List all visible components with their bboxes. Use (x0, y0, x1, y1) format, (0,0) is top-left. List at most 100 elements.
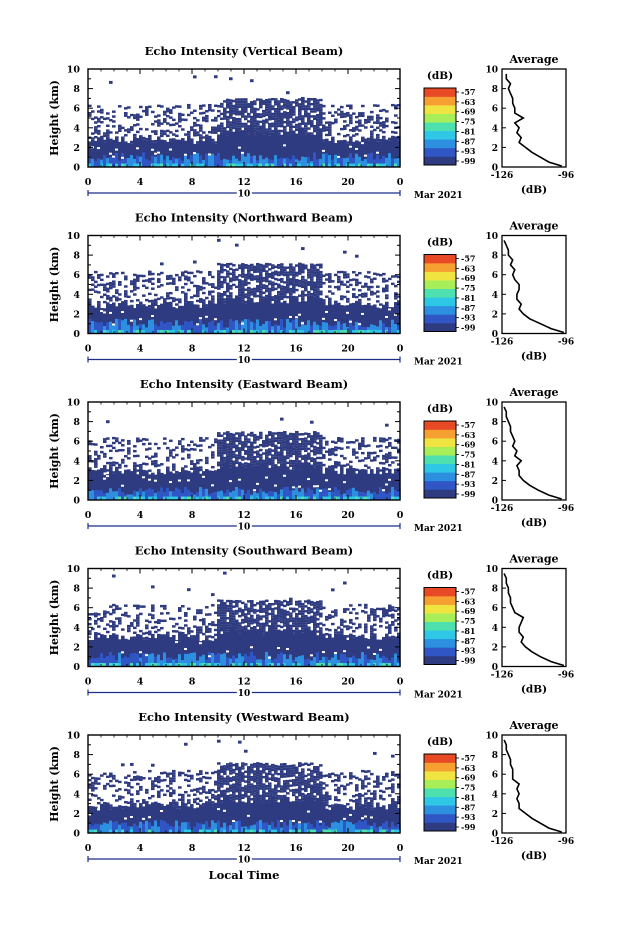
echo-cell (244, 620, 248, 624)
echo-cell (304, 324, 308, 334)
echo-cell (187, 489, 191, 500)
echo-cell (211, 297, 215, 301)
echo-cell (232, 768, 236, 772)
echo-cell (184, 496, 188, 500)
echo-cell (265, 284, 269, 288)
echo-cell (343, 115, 347, 118)
echo-cell (241, 772, 245, 775)
echo-cell (382, 123, 386, 127)
echo-cell (253, 124, 257, 128)
echo-cell (373, 611, 377, 614)
echo-cell (328, 285, 332, 288)
echo-cell (307, 276, 311, 279)
echo-cell (268, 789, 272, 793)
echo-cell (274, 299, 278, 333)
echo-cell (292, 271, 296, 274)
average-x-label: (dB) (521, 517, 547, 529)
echo-cell (376, 163, 380, 167)
echo-cell (205, 153, 209, 167)
echo-cell (136, 799, 140, 803)
echo-cell (115, 298, 119, 302)
echo-cell (337, 321, 341, 334)
echo-cell (262, 442, 266, 445)
echo-cell (280, 441, 284, 445)
echo-cell (253, 618, 257, 622)
echo-cell (229, 292, 233, 295)
echo-cell (217, 762, 221, 765)
colorbar-segment (424, 96, 456, 106)
echo-cell (235, 243, 239, 247)
echo-cell (169, 277, 173, 280)
echo-cell (232, 283, 236, 287)
echo-cell (304, 100, 308, 103)
echo-cell (139, 612, 143, 616)
echo-cell (232, 436, 236, 439)
echo-cell (235, 117, 239, 121)
echo-cell (232, 600, 236, 604)
echo-cell (280, 458, 284, 462)
echo-cell (157, 663, 161, 667)
echo-cell (163, 323, 167, 334)
echo-cell (88, 783, 92, 787)
echo-cell (388, 441, 392, 445)
echo-cell (331, 639, 335, 666)
echo-cell (295, 457, 299, 461)
echo-cell (295, 496, 299, 500)
echo-cell (136, 616, 140, 620)
echo-cell (304, 286, 308, 290)
echo-cell (340, 494, 344, 500)
echo-cell (229, 612, 233, 615)
echo-cell (187, 653, 191, 667)
echo-cell (205, 663, 209, 667)
echo-cell (274, 794, 278, 797)
y-tick-label: 4 (73, 456, 80, 467)
echo-cell (100, 308, 104, 333)
colorbar-segment (424, 446, 456, 456)
echo-cell (232, 117, 236, 120)
echo-cell (223, 444, 227, 447)
echo-cell (109, 296, 113, 300)
echo-cell (256, 287, 260, 290)
echo-cell (136, 277, 140, 280)
echo-cell (223, 461, 227, 499)
echo-cell (109, 634, 113, 666)
echo-cell (103, 117, 107, 121)
echo-cell (88, 318, 92, 334)
echo-cell (247, 440, 251, 444)
echo-cell (388, 277, 392, 281)
colorbar-tick-label: -63 (461, 263, 476, 273)
echo-cell (286, 496, 290, 500)
echo-cell (238, 264, 242, 267)
echo-cell (178, 641, 182, 666)
echo-cell (151, 794, 155, 798)
echo-cell (211, 465, 215, 469)
echo-cell (238, 323, 242, 334)
average-x-tick-label: -96 (558, 671, 574, 681)
echo-cell (247, 105, 251, 108)
echo-cell (277, 271, 281, 274)
echo-cell (142, 438, 146, 441)
echo-cell (283, 300, 287, 333)
echo-cell (175, 286, 179, 289)
echo-cell (127, 106, 131, 109)
echo-cell (241, 443, 245, 447)
echo-cell (229, 106, 233, 110)
echo-cell (220, 621, 224, 625)
echo-cell (187, 103, 191, 107)
echo-cell (370, 493, 374, 500)
echo-cell (280, 431, 284, 435)
echo-gap (100, 310, 104, 313)
echo-cell (193, 448, 197, 451)
echo-cell (106, 638, 110, 666)
echo-cell (127, 657, 131, 667)
echo-cell (301, 462, 305, 499)
echo-cell (247, 115, 251, 118)
echo-cell (340, 283, 344, 286)
echo-cell (151, 802, 155, 832)
echo-cell (169, 109, 173, 112)
echo-cell (253, 603, 257, 607)
echo-cell (181, 437, 185, 441)
echo-cell (259, 448, 263, 452)
echo-gap (199, 642, 203, 645)
